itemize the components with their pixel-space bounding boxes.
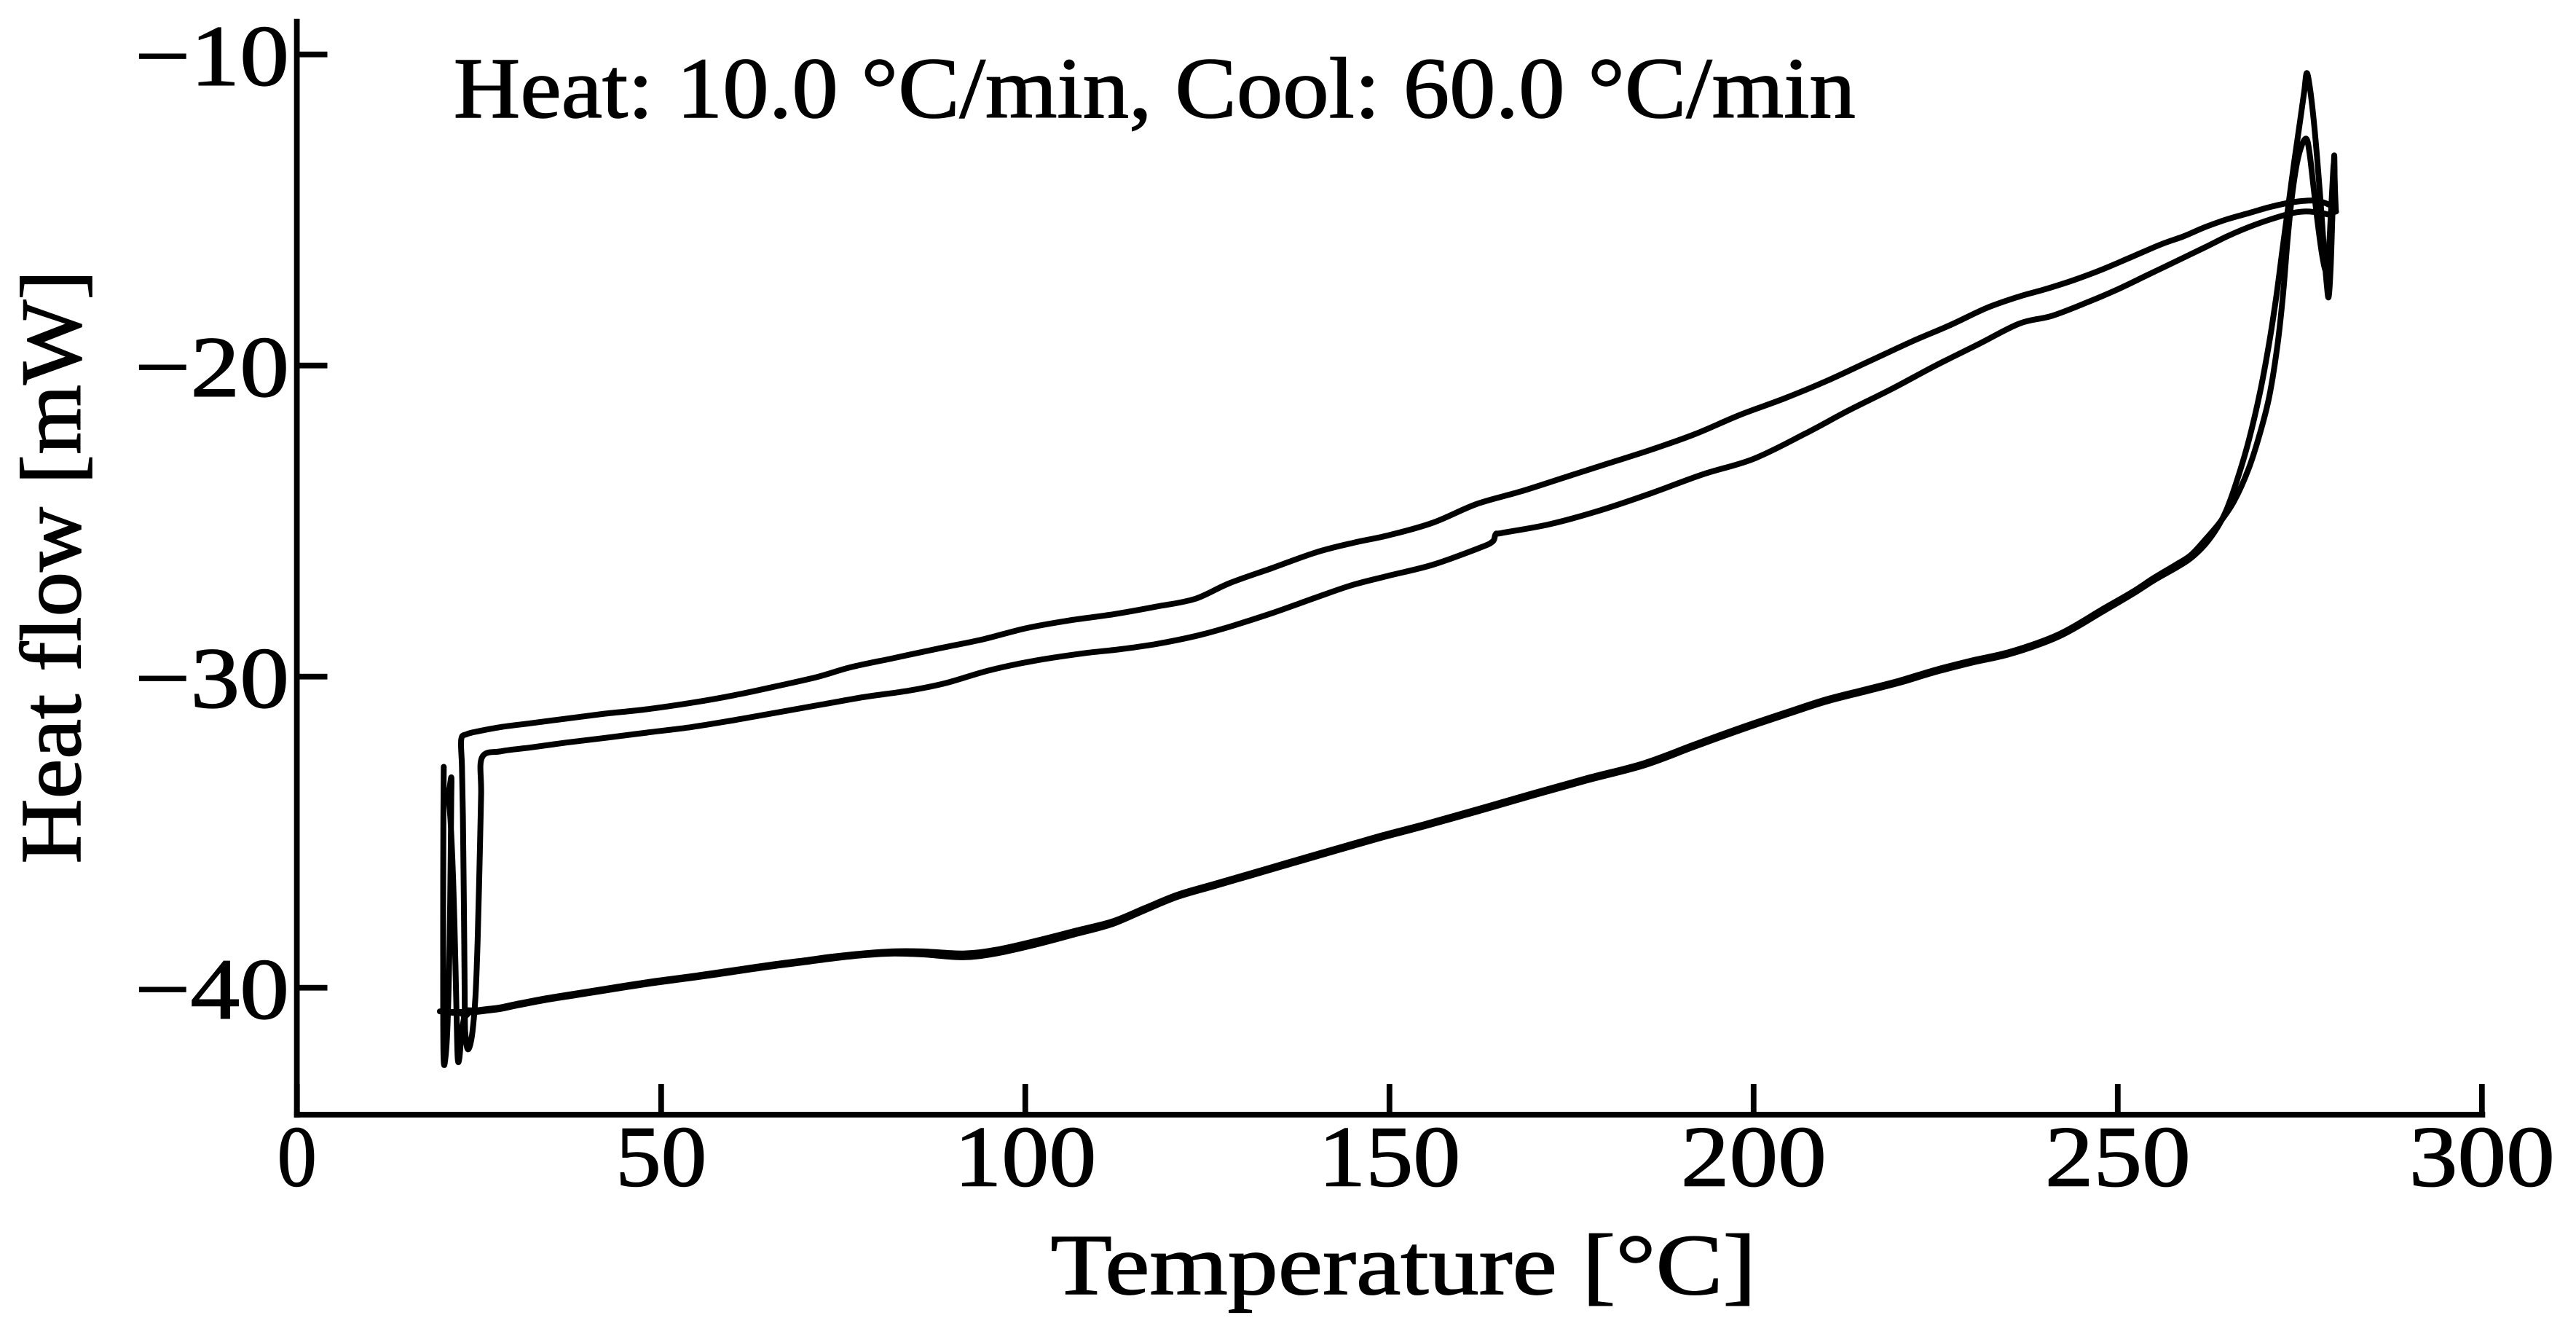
svg-text:−40: −40 [135, 941, 289, 1037]
svg-text:Heat flow [mW]: Heat flow [mW] [3, 270, 99, 864]
svg-text:200: 200 [1681, 1109, 1827, 1205]
svg-text:300: 300 [2409, 1109, 2555, 1205]
svg-text:250: 250 [2045, 1109, 2191, 1205]
svg-text:Temperature [°C]: Temperature [°C] [1051, 1217, 1757, 1313]
svg-text:0: 0 [277, 1109, 317, 1205]
svg-text:−20: −20 [135, 319, 289, 415]
svg-text:Heat: 10.0 °C/min, Cool: 60.0: Heat: 10.0 °C/min, Cool: 60.0 °C/min [454, 40, 1856, 136]
svg-text:50: 50 [615, 1109, 706, 1205]
svg-text:−30: −30 [135, 630, 289, 726]
svg-text:−10: −10 [135, 8, 289, 104]
svg-text:100: 100 [954, 1109, 1096, 1205]
svg-text:150: 150 [1318, 1109, 1460, 1205]
